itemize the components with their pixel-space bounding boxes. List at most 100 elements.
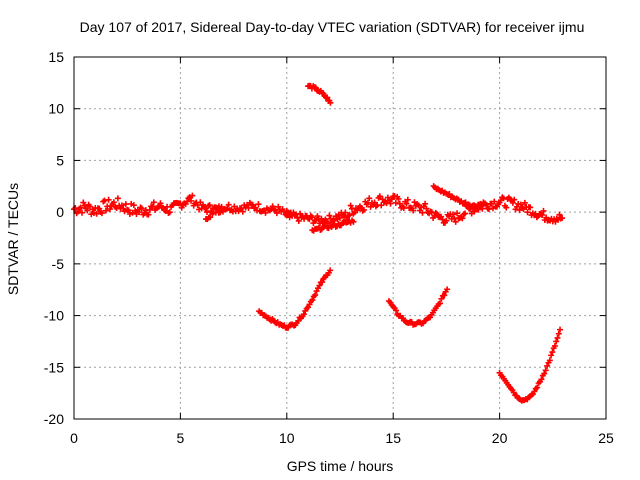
x-tick-label: 0 xyxy=(70,430,78,446)
data-point xyxy=(396,200,403,207)
data-point xyxy=(269,203,276,210)
series-band-13-17h xyxy=(347,193,438,221)
data-point xyxy=(347,202,354,209)
data-point xyxy=(326,212,333,219)
data-point xyxy=(534,384,541,391)
data-point xyxy=(541,370,548,377)
data-point xyxy=(444,286,451,293)
y-tick-label: -20 xyxy=(44,411,64,427)
data-point xyxy=(446,191,453,198)
series-band-10-13h xyxy=(283,209,353,227)
y-tick-label: -10 xyxy=(44,308,64,324)
y-tick-label: -5 xyxy=(52,256,65,272)
data-point xyxy=(245,204,252,211)
data-point xyxy=(438,295,445,302)
data-point xyxy=(93,210,100,217)
data-point xyxy=(480,199,487,206)
data-point xyxy=(546,357,553,364)
data-point xyxy=(342,209,349,216)
data-point xyxy=(300,311,307,318)
data-point xyxy=(101,197,108,204)
y-axis-label: SDTVAR / TECUs xyxy=(5,183,21,295)
data-point xyxy=(462,210,469,217)
data-point xyxy=(538,376,545,383)
plot-frame xyxy=(73,56,607,420)
data-point xyxy=(542,367,549,374)
data-point xyxy=(136,209,143,216)
data-point xyxy=(273,210,280,217)
data-point xyxy=(360,206,367,213)
data-point xyxy=(437,300,444,307)
data-point xyxy=(419,209,426,216)
series-segment-11h xyxy=(305,82,334,106)
data-point xyxy=(511,196,518,203)
data-point xyxy=(441,292,448,299)
data-point xyxy=(454,210,461,217)
series-segment-9-12h xyxy=(256,267,334,331)
data-point xyxy=(392,199,399,206)
data-point xyxy=(96,205,103,212)
data-point xyxy=(102,207,109,214)
data-point xyxy=(316,282,323,289)
data-point xyxy=(312,292,319,299)
data-point xyxy=(77,204,84,211)
x-tick-label: 25 xyxy=(598,430,614,446)
series-band-4-7h xyxy=(156,192,225,217)
x-tick-label: 20 xyxy=(492,430,508,446)
data-point xyxy=(400,205,407,212)
y-tick-label: 15 xyxy=(48,49,64,65)
data-point xyxy=(491,198,498,205)
data-point xyxy=(443,217,450,224)
data-point xyxy=(84,207,91,214)
data-point xyxy=(122,201,129,208)
data-point xyxy=(312,84,319,91)
grid xyxy=(74,57,606,419)
data-point xyxy=(439,216,446,223)
data-point xyxy=(178,204,185,211)
data-point xyxy=(548,352,555,359)
data-point xyxy=(80,199,87,206)
data-point xyxy=(404,196,411,203)
data-point xyxy=(118,202,125,209)
data-point xyxy=(114,195,121,202)
data-point xyxy=(452,218,459,225)
data-point xyxy=(403,200,410,207)
data-point xyxy=(138,205,145,212)
data-point xyxy=(262,209,269,216)
y-tick-label: -15 xyxy=(44,359,64,375)
data-point xyxy=(557,326,564,333)
data-point xyxy=(146,206,153,213)
x-tick-label: 5 xyxy=(177,430,185,446)
series-segment-15-18h xyxy=(385,286,451,328)
data-point xyxy=(410,207,417,214)
data-point xyxy=(125,207,132,214)
data-point xyxy=(554,334,561,341)
series-segment-upper-17h xyxy=(430,183,487,210)
data-point xyxy=(166,209,173,216)
x-axis-label: GPS time / hours xyxy=(287,458,394,474)
data-point xyxy=(295,217,302,224)
data-point xyxy=(214,206,221,213)
x-tick-label: 10 xyxy=(279,430,295,446)
data-point xyxy=(309,214,316,221)
data-point xyxy=(346,212,353,219)
data-point xyxy=(319,279,326,286)
data-point xyxy=(366,195,373,202)
data-point xyxy=(393,307,400,314)
data-point xyxy=(110,199,117,206)
series-segment-20-23h xyxy=(496,326,564,404)
y-tick-label: 5 xyxy=(56,152,64,168)
data-point xyxy=(450,211,457,218)
data-point xyxy=(350,218,357,225)
data-point xyxy=(130,202,137,209)
x-tick-label: 15 xyxy=(385,430,401,446)
data-point xyxy=(509,199,516,206)
data-point xyxy=(150,199,157,206)
data-point xyxy=(309,297,316,304)
data-point xyxy=(327,267,334,274)
data-point xyxy=(527,204,534,211)
data-point xyxy=(540,207,547,214)
data-point xyxy=(324,94,331,101)
data-point xyxy=(239,208,246,215)
data-point xyxy=(98,210,105,217)
